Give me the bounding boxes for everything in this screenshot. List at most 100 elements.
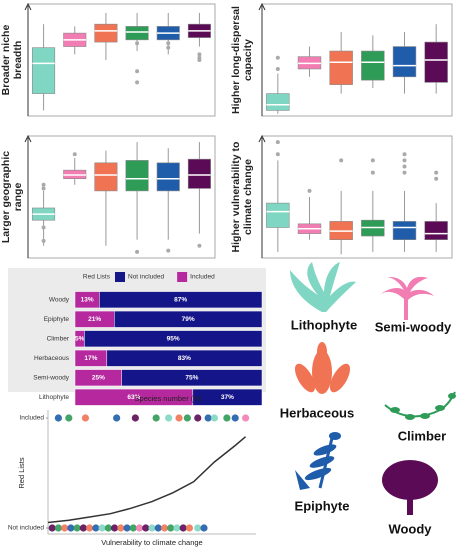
point bbox=[165, 414, 173, 422]
point bbox=[242, 414, 250, 422]
epiphyte-icon bbox=[295, 432, 341, 490]
y-tick-label: Not included bbox=[8, 525, 45, 532]
value-label: 63% bbox=[127, 394, 140, 401]
legend-label: Included bbox=[190, 274, 215, 281]
woody-icon bbox=[382, 460, 438, 515]
point bbox=[194, 414, 202, 422]
x-axis-label: Species number (%) bbox=[135, 394, 203, 403]
outlier bbox=[370, 170, 375, 175]
value-label: 13% bbox=[81, 296, 94, 303]
box bbox=[32, 47, 56, 94]
point bbox=[110, 524, 119, 532]
point bbox=[135, 524, 144, 532]
point bbox=[73, 524, 81, 532]
point bbox=[200, 524, 208, 532]
point bbox=[92, 524, 100, 532]
value-label: 79% bbox=[182, 316, 195, 323]
plot-frame bbox=[261, 3, 453, 117]
point bbox=[179, 524, 187, 532]
point bbox=[54, 524, 63, 532]
point bbox=[167, 524, 175, 532]
point bbox=[86, 524, 94, 532]
arrow-head bbox=[24, 2, 32, 11]
outlier bbox=[135, 41, 140, 46]
box bbox=[125, 26, 149, 41]
value-label: 37% bbox=[221, 394, 234, 401]
outlier bbox=[275, 66, 280, 71]
outlier bbox=[41, 182, 46, 187]
legend-swatch bbox=[177, 272, 188, 282]
y-axis-label: Larger geographic range bbox=[0, 150, 24, 244]
lithophyte-icon bbox=[290, 262, 356, 312]
outlier bbox=[135, 249, 140, 254]
outlier bbox=[41, 186, 46, 191]
point bbox=[104, 524, 112, 532]
outlier bbox=[197, 58, 202, 62]
climber-icon bbox=[384, 391, 456, 420]
point bbox=[98, 524, 106, 532]
value-label: 25% bbox=[92, 374, 105, 381]
legend-title: Red Lists bbox=[83, 274, 111, 281]
box bbox=[266, 93, 290, 111]
point bbox=[152, 414, 160, 422]
point bbox=[231, 414, 239, 422]
value-label: 87% bbox=[174, 296, 187, 303]
value-label: 75% bbox=[185, 374, 198, 381]
plant-label: Climber bbox=[398, 428, 446, 443]
legend-label: Not included bbox=[128, 274, 165, 281]
category-label: Semi-woody bbox=[33, 374, 70, 381]
category-label: Epiphyte bbox=[44, 316, 70, 323]
point bbox=[183, 414, 191, 422]
point bbox=[61, 524, 69, 532]
outlier bbox=[339, 158, 344, 163]
outlier bbox=[166, 248, 171, 253]
outlier bbox=[402, 158, 407, 163]
box bbox=[361, 50, 385, 81]
plot-frame bbox=[261, 135, 453, 259]
y-tick-label: Included bbox=[19, 415, 44, 422]
plant-label: Lithophyte bbox=[291, 317, 357, 332]
box bbox=[156, 162, 180, 192]
box bbox=[392, 221, 417, 240]
y-axis-label: Red Lists bbox=[17, 457, 26, 489]
outlier bbox=[41, 238, 46, 243]
point bbox=[175, 414, 183, 422]
plot-frame bbox=[27, 135, 216, 259]
outlier bbox=[197, 243, 202, 248]
outlier bbox=[434, 170, 439, 175]
point bbox=[148, 524, 156, 532]
point bbox=[117, 524, 125, 532]
outlier bbox=[135, 80, 140, 85]
y-axis-label: Broader niche breadth bbox=[0, 24, 24, 96]
box bbox=[424, 221, 448, 240]
point bbox=[48, 524, 56, 532]
point bbox=[131, 414, 139, 422]
point bbox=[54, 414, 63, 422]
point bbox=[223, 414, 231, 422]
value-label: 83% bbox=[178, 355, 191, 362]
box bbox=[94, 162, 118, 192]
arrow-head bbox=[258, 134, 266, 143]
y-axis-label: Higher vulnerability to climate change bbox=[230, 141, 254, 253]
outlier bbox=[275, 55, 280, 60]
point bbox=[160, 524, 169, 532]
plant-label: Herbaceous bbox=[280, 405, 354, 420]
outlier bbox=[275, 152, 280, 157]
plant-label: Epiphyte bbox=[295, 498, 350, 513]
box bbox=[424, 41, 448, 83]
point bbox=[210, 414, 218, 422]
value-label: 17% bbox=[84, 355, 97, 362]
point bbox=[123, 524, 131, 532]
outlier bbox=[370, 158, 375, 163]
bar-segment bbox=[106, 349, 263, 367]
outlier bbox=[197, 52, 202, 57]
outlier bbox=[275, 140, 280, 145]
outlier bbox=[402, 152, 407, 157]
point bbox=[204, 414, 212, 422]
outlier bbox=[307, 188, 312, 193]
x-axis-label: Vulnerability to climate change bbox=[101, 538, 202, 547]
point bbox=[129, 524, 137, 532]
outlier bbox=[434, 176, 439, 181]
point bbox=[194, 524, 202, 532]
